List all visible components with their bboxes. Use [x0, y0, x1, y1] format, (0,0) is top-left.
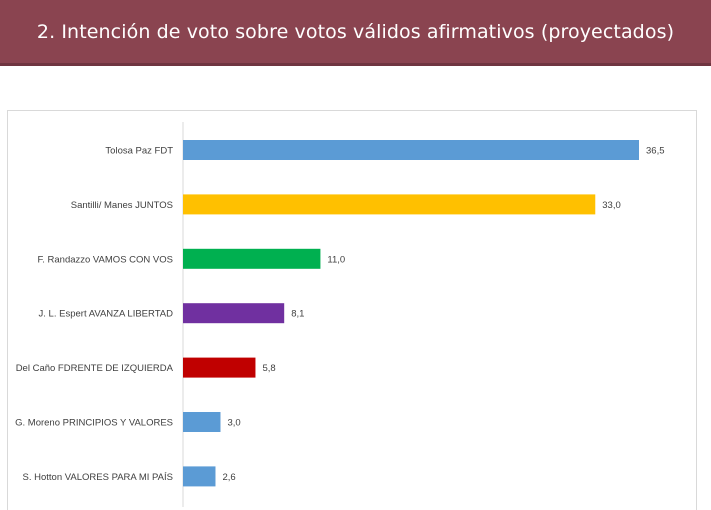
category-label: S. Hotton VALORES PARA MI PAÍS	[23, 472, 173, 483]
category-label: G. Moreno PRINCIPIOS Y VALORES	[15, 418, 173, 429]
category-label: Del Caño FDRENTE DE IZQUIERDA	[16, 363, 174, 374]
category-label: Santilli/ Manes JUNTOS	[71, 200, 173, 211]
page-title: 2. Intención de voto sobre votos válidos…	[36, 20, 675, 43]
bar	[183, 140, 639, 160]
bars-group: Tolosa Paz FDT 36,5 Santilli/ Manes JUNTOS…	[15, 140, 665, 487]
bar	[183, 466, 216, 487]
data-label: 3,0	[227, 418, 240, 429]
data-label: 36,5	[646, 146, 665, 157]
category-label: Tolosa Paz FDT	[105, 146, 173, 157]
bar	[183, 303, 285, 324]
data-label: 8,1	[291, 309, 304, 320]
page-header: 2. Intención de voto sobre votos válidos…	[0, 0, 711, 66]
bar	[183, 357, 256, 378]
data-label: 5,8	[262, 363, 275, 374]
data-label: 2,6	[222, 472, 235, 483]
bar	[183, 412, 221, 432]
chart-frame	[7, 110, 697, 510]
data-label: 33,0	[602, 200, 621, 211]
category-label: J. L. Espert AVANZA LIBERTAD	[39, 309, 174, 320]
data-label: 11,0	[327, 254, 345, 265]
category-label: F. Randazzo VAMOS CON VOS	[37, 254, 173, 265]
bar	[183, 248, 321, 269]
bar	[183, 194, 596, 215]
